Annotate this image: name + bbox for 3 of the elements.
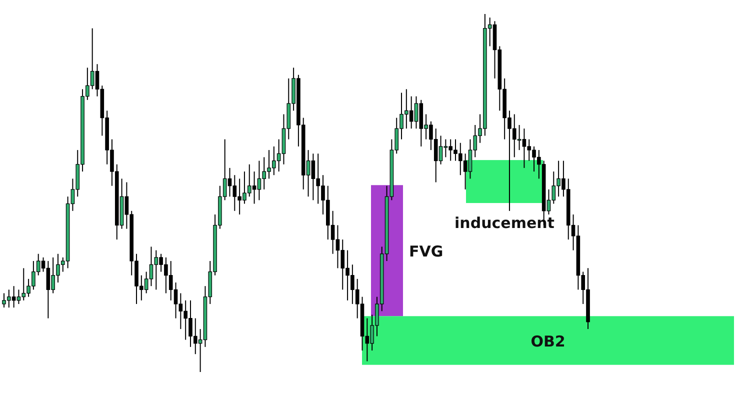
band-label: FVG bbox=[409, 242, 444, 261]
band-label: OB2 bbox=[530, 332, 566, 350]
band-label: inducement bbox=[454, 214, 554, 232]
